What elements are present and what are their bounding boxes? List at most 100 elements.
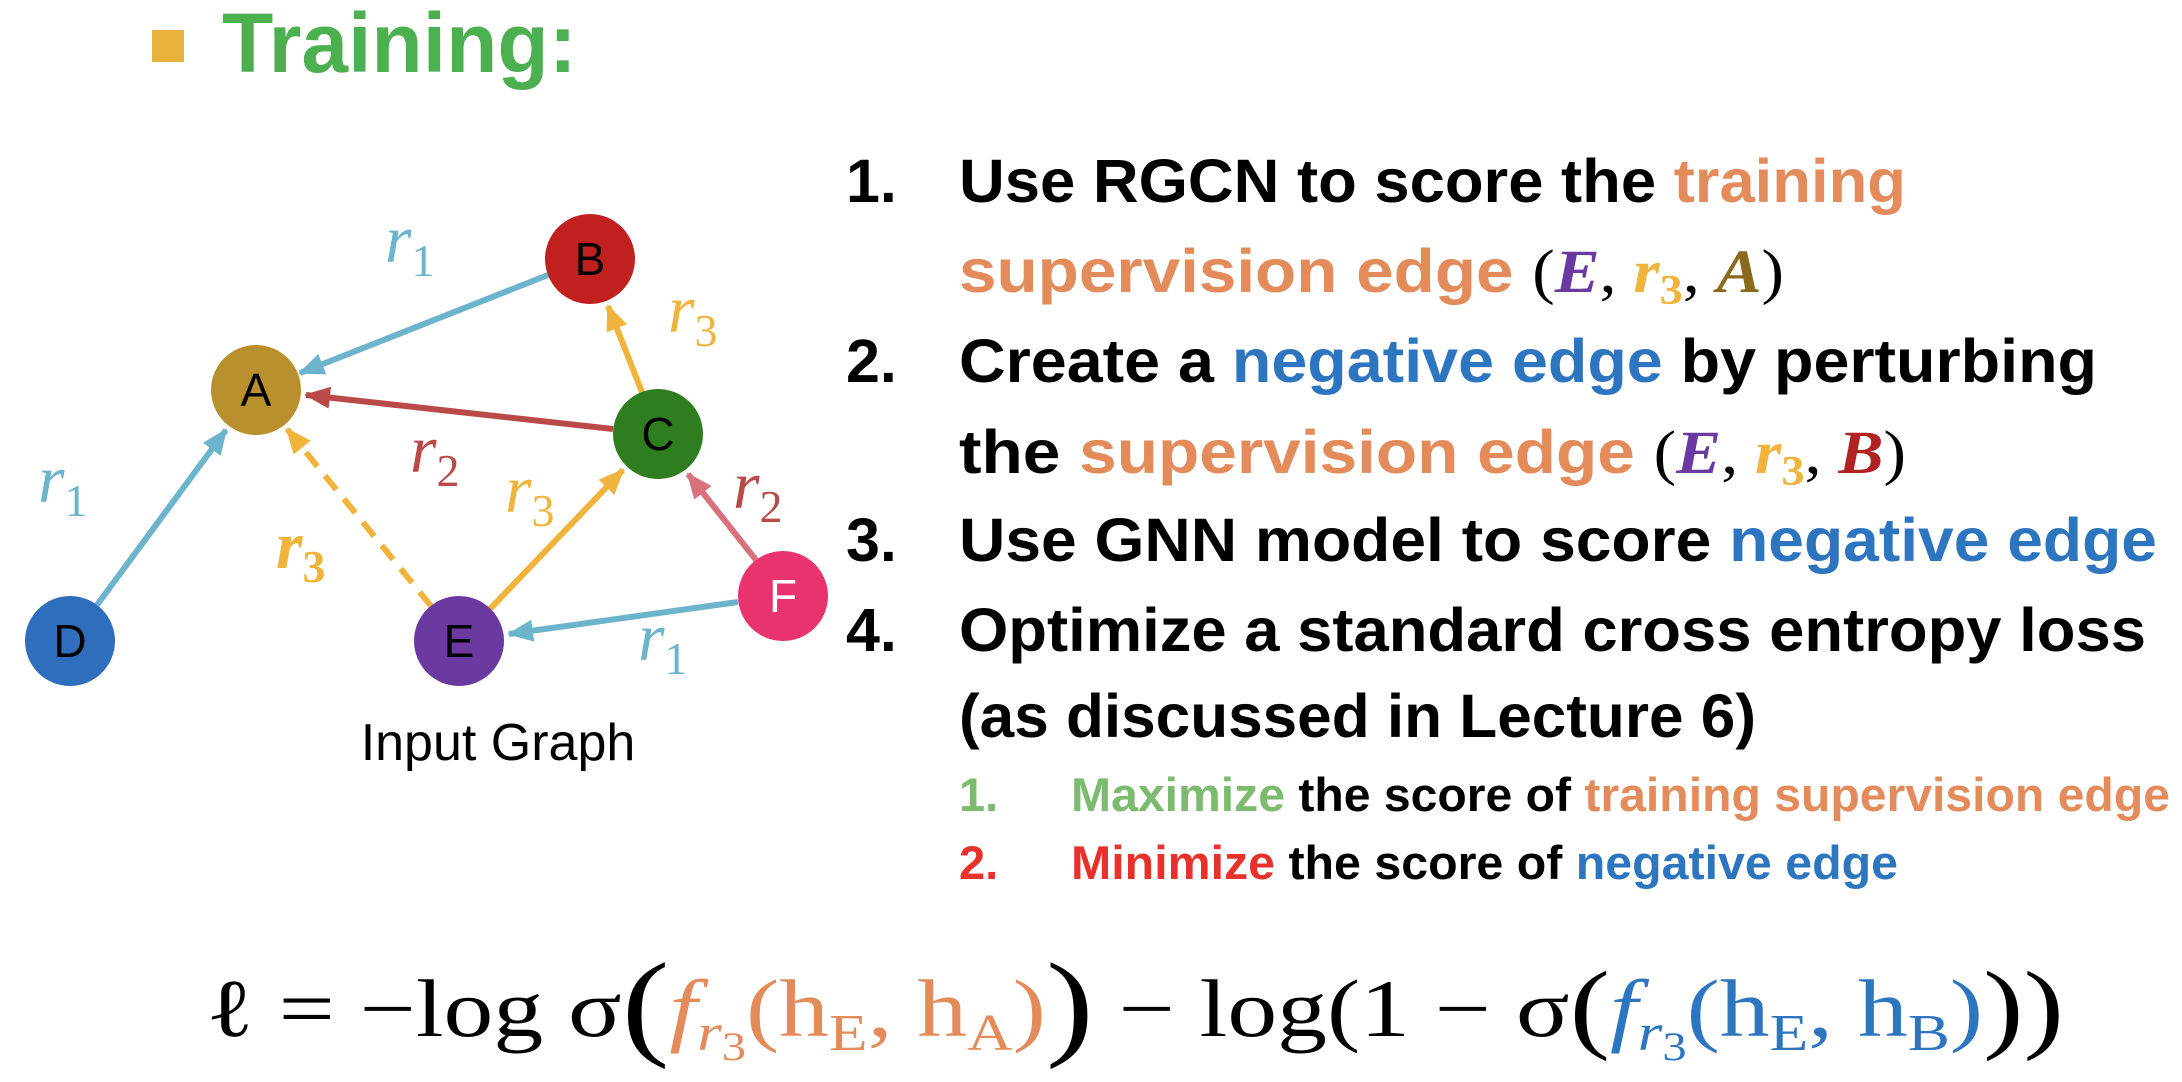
edge-label: r1 [638, 599, 687, 684]
nodes: A B C D E F [25, 214, 828, 686]
step-line: Use RGCN to score the training [959, 147, 1906, 215]
symbol: r [668, 271, 695, 347]
formula-part: 3 [1662, 1024, 1686, 1069]
formula-part: 3 [722, 1024, 746, 1069]
highlight: supervision edge [959, 237, 1532, 305]
highlight: training supervision edge [1584, 768, 2170, 821]
highlight: Minimize [1071, 836, 1275, 889]
math: , [1721, 420, 1755, 487]
edge-label: r2 [733, 447, 782, 532]
subscript: 1 [411, 235, 434, 286]
formula-part: r [697, 1005, 723, 1062]
step-line: the supervision edge (E, r3, B) [959, 418, 1906, 495]
node [25, 596, 115, 686]
edge-label: r2 [410, 411, 459, 496]
math: , [1805, 420, 1839, 487]
node-label: B [575, 233, 606, 285]
edge-label: r3 [276, 507, 325, 592]
formula-part: A [967, 1005, 1013, 1062]
step-line: (as discussed in Lecture 6) [959, 682, 1756, 750]
edges [94, 272, 759, 642]
edge [685, 472, 759, 562]
graph-caption: Input Graph [361, 714, 636, 772]
math: ) [1762, 239, 1784, 306]
formula-part: )) [1983, 951, 2064, 1062]
node-label: A [241, 364, 272, 416]
node-label: F [769, 570, 797, 622]
math: , [1600, 239, 1634, 306]
bullet [152, 30, 184, 62]
formula-part: ) [1950, 963, 1983, 1054]
step-number: 1. [846, 147, 897, 215]
step-number: 3. [846, 506, 897, 574]
formula-part: − log(1 − σ [1094, 963, 1570, 1054]
symbol: r [385, 201, 412, 277]
formula-part: r [1638, 1005, 1664, 1062]
edge [304, 386, 614, 432]
edge-label: r3 [668, 271, 717, 356]
math: r [1755, 420, 1783, 487]
math: 3 [1660, 268, 1683, 314]
formula-part: (h [746, 963, 829, 1054]
formula-part: ) [1046, 939, 1094, 1070]
formula-part: B [1908, 1005, 1950, 1062]
edge [605, 304, 645, 394]
math: E [1554, 239, 1600, 306]
formula-part: ( [622, 939, 670, 1070]
highlight: supervision edge [1079, 418, 1654, 486]
edge [298, 272, 550, 376]
highlight: negative edge [1232, 327, 1663, 395]
highlight: training [1674, 147, 1906, 215]
node [738, 551, 828, 641]
step-number: 2. [846, 327, 897, 395]
node [613, 389, 703, 479]
math: E [1675, 420, 1721, 487]
edge-label: r3 [505, 451, 554, 536]
substep-line: Minimize the score of negative edge [1071, 836, 1898, 889]
substep-line: Maximize the score of training supervisi… [1071, 768, 2170, 821]
math: ( [1532, 239, 1554, 306]
node-label: E [444, 615, 475, 667]
substep-number: 2. [959, 836, 998, 889]
substep-number: 1. [959, 768, 998, 821]
text: Use RGCN to score the [959, 147, 1674, 215]
math: A [1712, 239, 1761, 306]
loss-formula: ℓ = −log σ(fr 3(h E, h A)) − log(1 − σ (fr 3(… [206, 939, 2064, 1070]
edge [487, 467, 626, 612]
step-line: Create a negative edge by perturbing [959, 327, 2097, 395]
edge [94, 428, 229, 607]
subscript: 3 [531, 485, 554, 536]
edge [284, 427, 434, 608]
steps: 1. Use RGCN to score the training superv… [846, 147, 2170, 889]
text: Use GNN model to score [959, 506, 1729, 574]
formula-part: , h [868, 963, 968, 1054]
symbol: r [505, 451, 532, 527]
formula-part: E [829, 1005, 868, 1062]
math: , [1683, 239, 1717, 306]
node [211, 345, 301, 435]
title: Training: [222, 0, 577, 90]
highlight: Maximize [1071, 768, 1285, 821]
subscript: 1 [64, 475, 87, 526]
highlight: negative edge [1729, 506, 2157, 574]
symbol: r [410, 411, 437, 487]
step-line: Optimize a standard cross entropy loss [959, 596, 2146, 664]
step-number: 4. [846, 596, 897, 664]
text: the score of [1275, 836, 1576, 889]
subscript: 3 [302, 541, 325, 592]
math: ) [1883, 420, 1906, 487]
symbol: r [276, 507, 303, 583]
node [414, 596, 504, 686]
formula-part: ( [1570, 951, 1610, 1062]
symbol: r [38, 441, 65, 517]
edge [507, 599, 739, 642]
text: by perturbing [1663, 327, 2097, 395]
subscript: 2 [436, 445, 459, 496]
edge-label: r1 [38, 441, 87, 526]
edge-label: r1 [385, 201, 434, 286]
step-line: supervision edge (E, r3, A) [959, 237, 1784, 314]
math: B [1837, 420, 1883, 487]
formula-part: ) [1013, 963, 1046, 1054]
